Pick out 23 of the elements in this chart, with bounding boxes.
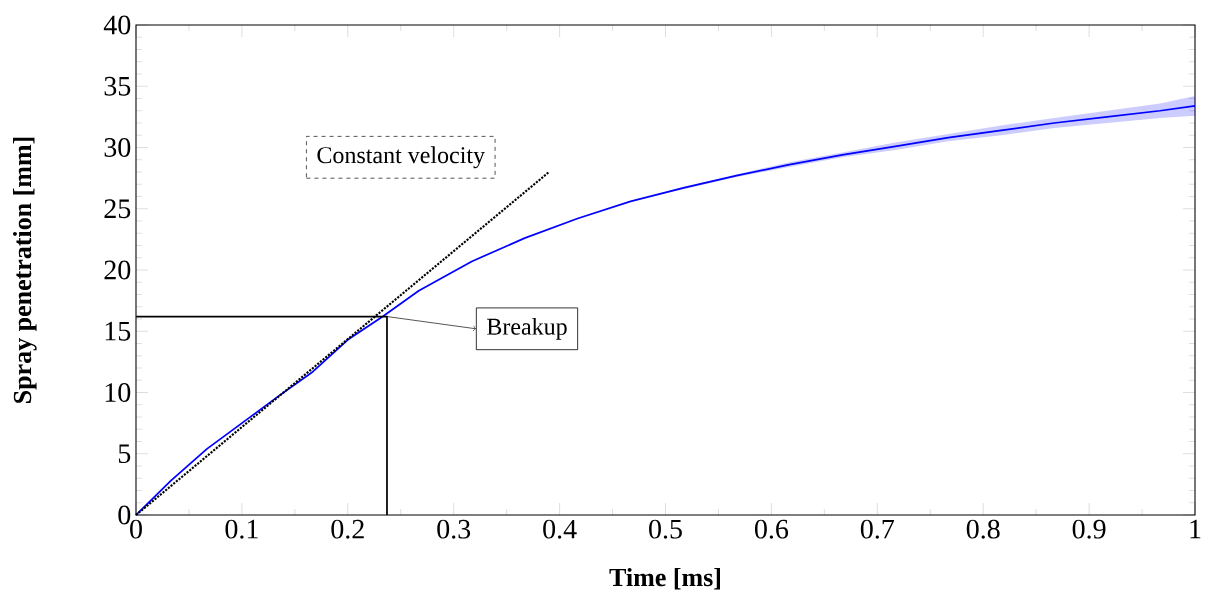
y-tick-label: 15 xyxy=(105,321,131,341)
y-tick-label: 10 xyxy=(105,383,131,402)
x-axis-title: Time [ms] xyxy=(609,567,720,590)
y-axis-title: Spray penetration [mm] xyxy=(13,137,37,403)
y-tick-label: 40 xyxy=(103,15,131,35)
y-tick-label: 5 xyxy=(118,444,131,464)
x-tick-label: 0.6 xyxy=(754,519,789,539)
x-tick-label: 0.7 xyxy=(860,519,894,539)
x-tick-label: 0.3 xyxy=(437,519,471,539)
x-tick-label: 0.4 xyxy=(543,519,577,539)
annotation: Constant velocity xyxy=(317,146,485,169)
annotation: Breakup xyxy=(487,317,567,340)
x-tick-label: 0.9 xyxy=(1072,519,1106,539)
x-tick-label: 0.1 xyxy=(225,519,258,539)
y-tick-label: 20 xyxy=(104,260,131,280)
y-tick-label: 30 xyxy=(104,138,131,157)
y-tick-label: 0 xyxy=(118,505,131,525)
x-tick-label: 0.8 xyxy=(966,519,1000,539)
x-tick-label: 0.2 xyxy=(331,519,364,539)
x-tick-label: 0.5 xyxy=(649,519,682,539)
y-tick-label: 25 xyxy=(104,199,131,219)
y-tick-label: 35 xyxy=(104,76,131,96)
x-tick-label: 1 xyxy=(1190,519,1201,539)
